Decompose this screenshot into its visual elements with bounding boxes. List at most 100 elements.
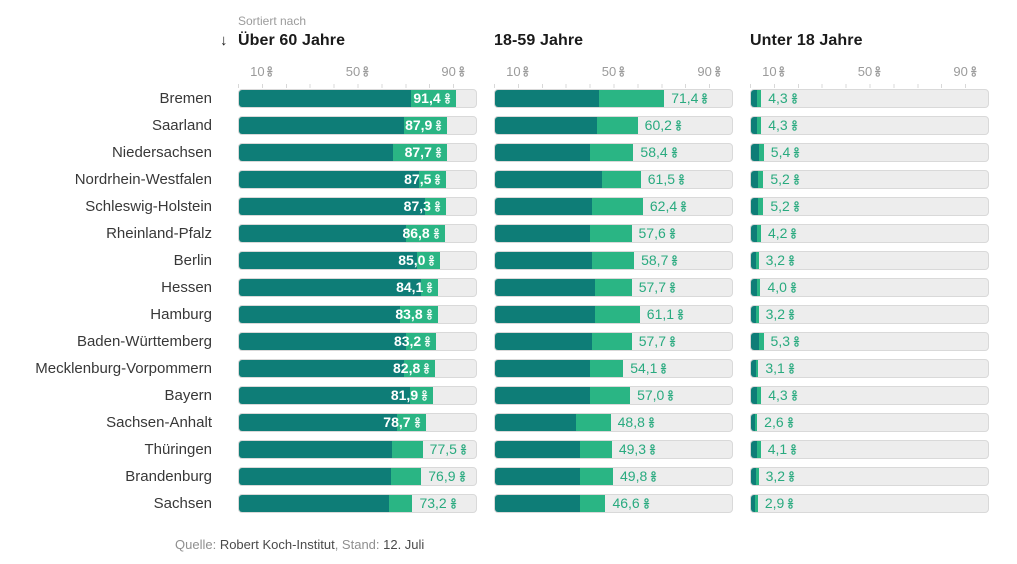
bar-track[interactable]: 78,7 — [238, 413, 477, 432]
bar-track[interactable]: 58,4 — [494, 143, 733, 162]
bar-track[interactable]: 58,7 — [494, 251, 733, 270]
bar-track[interactable]: 73,2 — [238, 494, 477, 513]
state-label: Brandenburg — [125, 468, 212, 485]
bar-track[interactable]: 2,6 — [750, 413, 989, 432]
bar-fill-dark — [495, 495, 581, 512]
bar-track[interactable]: 3,2 — [750, 251, 989, 270]
bar-fill-light — [601, 171, 641, 188]
bar-fill-dark — [495, 225, 590, 242]
bar-cell-unter18: 4,1 — [750, 440, 989, 459]
bar-value-label: 2,6 — [764, 414, 793, 431]
bar-track[interactable]: 85,0 — [238, 251, 477, 270]
bar-track[interactable]: 4,0 — [750, 278, 989, 297]
bar-fill-dark — [751, 198, 759, 215]
bar-cell-18-59: 58,4 — [494, 143, 733, 162]
bar-clip — [239, 333, 476, 350]
bar-track[interactable]: 4,1 — [750, 440, 989, 459]
bar-fill-dark — [751, 441, 757, 458]
bar-fill-light — [416, 252, 441, 269]
bar-fill-dark — [495, 360, 590, 377]
bar-fill-dark — [239, 117, 404, 134]
bar-fill-light — [389, 495, 413, 512]
bar-track[interactable]: 4,3 — [750, 89, 989, 108]
axis-tick-label: 90 — [953, 64, 977, 79]
bar-clip — [751, 468, 988, 485]
bar-track[interactable]: 3,2 — [750, 467, 989, 486]
bar-track[interactable]: 60,2 — [494, 116, 733, 135]
bar-track[interactable]: 4,3 — [750, 116, 989, 135]
bar-track[interactable]: 4,3 — [750, 386, 989, 405]
bar-track[interactable]: 61,5 — [494, 170, 733, 189]
percent-icon — [450, 498, 456, 509]
bar-fill-dark — [751, 306, 756, 323]
bar-track[interactable]: 54,1 — [494, 359, 733, 378]
bar-cell-ueber60: 91,4 — [238, 89, 477, 108]
percent-icon — [426, 309, 432, 320]
bar-cell-18-59: 57,7 — [494, 332, 733, 351]
bar-value-label: 57,7 — [639, 333, 676, 350]
bar-cell-unter18: 5,3 — [750, 332, 989, 351]
bar-value-label: 4,3 — [768, 90, 797, 107]
bar-track[interactable]: 57,0 — [494, 386, 733, 405]
bar-fill-light — [592, 333, 632, 350]
bar-track[interactable]: 82,8 — [238, 359, 477, 378]
column-header-ueber60[interactable]: Sortiert nach ↓ Über 60 Jahre — [220, 14, 477, 51]
bar-track[interactable]: 83,8 — [238, 305, 477, 324]
bar-track[interactable]: 4,2 — [750, 224, 989, 243]
bar-track[interactable]: 49,8 — [494, 467, 733, 486]
percent-icon — [429, 255, 435, 266]
bar-fill-dark — [495, 117, 597, 134]
bar-track[interactable]: 5,2 — [750, 197, 989, 216]
bar-track[interactable]: 5,2 — [750, 170, 989, 189]
bar-clip — [239, 360, 476, 377]
bar-track[interactable]: 81,9 — [238, 386, 477, 405]
bar-fill-dark — [239, 333, 407, 350]
bar-track[interactable]: 87,3 — [238, 197, 477, 216]
bar-track[interactable]: 91,4 — [238, 89, 477, 108]
axis-unter18: 10 50 90 — [750, 61, 989, 88]
bar-track[interactable]: 5,4 — [750, 143, 989, 162]
bar-track[interactable]: 83,2 — [238, 332, 477, 351]
source-note: Quelle: Robert Koch-Institut, Stand: 12.… — [175, 537, 1017, 552]
bar-track[interactable]: 57,7 — [494, 278, 733, 297]
bar-fill-light — [757, 117, 762, 134]
bar-track[interactable]: 71,4 — [494, 89, 733, 108]
bar-track[interactable]: 48,8 — [494, 413, 733, 432]
bar-track[interactable]: 86,8 — [238, 224, 477, 243]
state-label: Saarland — [151, 117, 212, 134]
bar-value-label: 82,8 — [393, 360, 430, 377]
bar-track[interactable]: 62,4 — [494, 197, 733, 216]
state-label: Sachsen — [153, 495, 212, 512]
percent-icon — [970, 66, 977, 77]
bar-cell-ueber60: 78,7 — [238, 413, 477, 432]
axis-ticks — [494, 84, 733, 88]
bar-track[interactable]: 49,3 — [494, 440, 733, 459]
bar-track[interactable]: 57,6 — [494, 224, 733, 243]
bar-track[interactable]: 76,9 — [238, 467, 477, 486]
bar-cell-unter18: 4,3 — [750, 116, 989, 135]
bar-track[interactable]: 87,9 — [238, 116, 477, 135]
bar-track[interactable]: 3,2 — [750, 305, 989, 324]
bar-track[interactable]: 87,5 — [238, 170, 477, 189]
bar-cell-unter18: 5,2 — [750, 170, 989, 189]
bar-track[interactable]: 5,3 — [750, 332, 989, 351]
header-spacer — [0, 14, 221, 53]
column-header-unter18[interactable]: Unter 18 Jahre — [750, 14, 989, 51]
state-label: Rheinland-Pfalz — [106, 225, 212, 242]
bar-track[interactable]: 61,1 — [494, 305, 733, 324]
bar-track[interactable]: 77,5 — [238, 440, 477, 459]
bar-track[interactable]: 3,1 — [750, 359, 989, 378]
percent-icon — [648, 417, 655, 428]
bar-value-label: 49,3 — [619, 441, 656, 458]
bar-fill-dark — [751, 171, 759, 188]
bar-track[interactable]: 46,6 — [494, 494, 733, 513]
bar-track[interactable]: 87,7 — [238, 143, 477, 162]
column-header-18-59[interactable]: 18-59 Jahre — [494, 14, 733, 51]
bar-track[interactable]: 84,1 — [238, 278, 477, 297]
bar-clip — [751, 333, 988, 350]
bar-cell-18-59: 46,6 — [494, 494, 733, 513]
source-name: Robert Koch-Institut — [219, 537, 335, 552]
bar-track[interactable]: 2,9 — [750, 494, 989, 513]
bar-fill-dark — [751, 468, 756, 485]
bar-track[interactable]: 57,7 — [494, 332, 733, 351]
